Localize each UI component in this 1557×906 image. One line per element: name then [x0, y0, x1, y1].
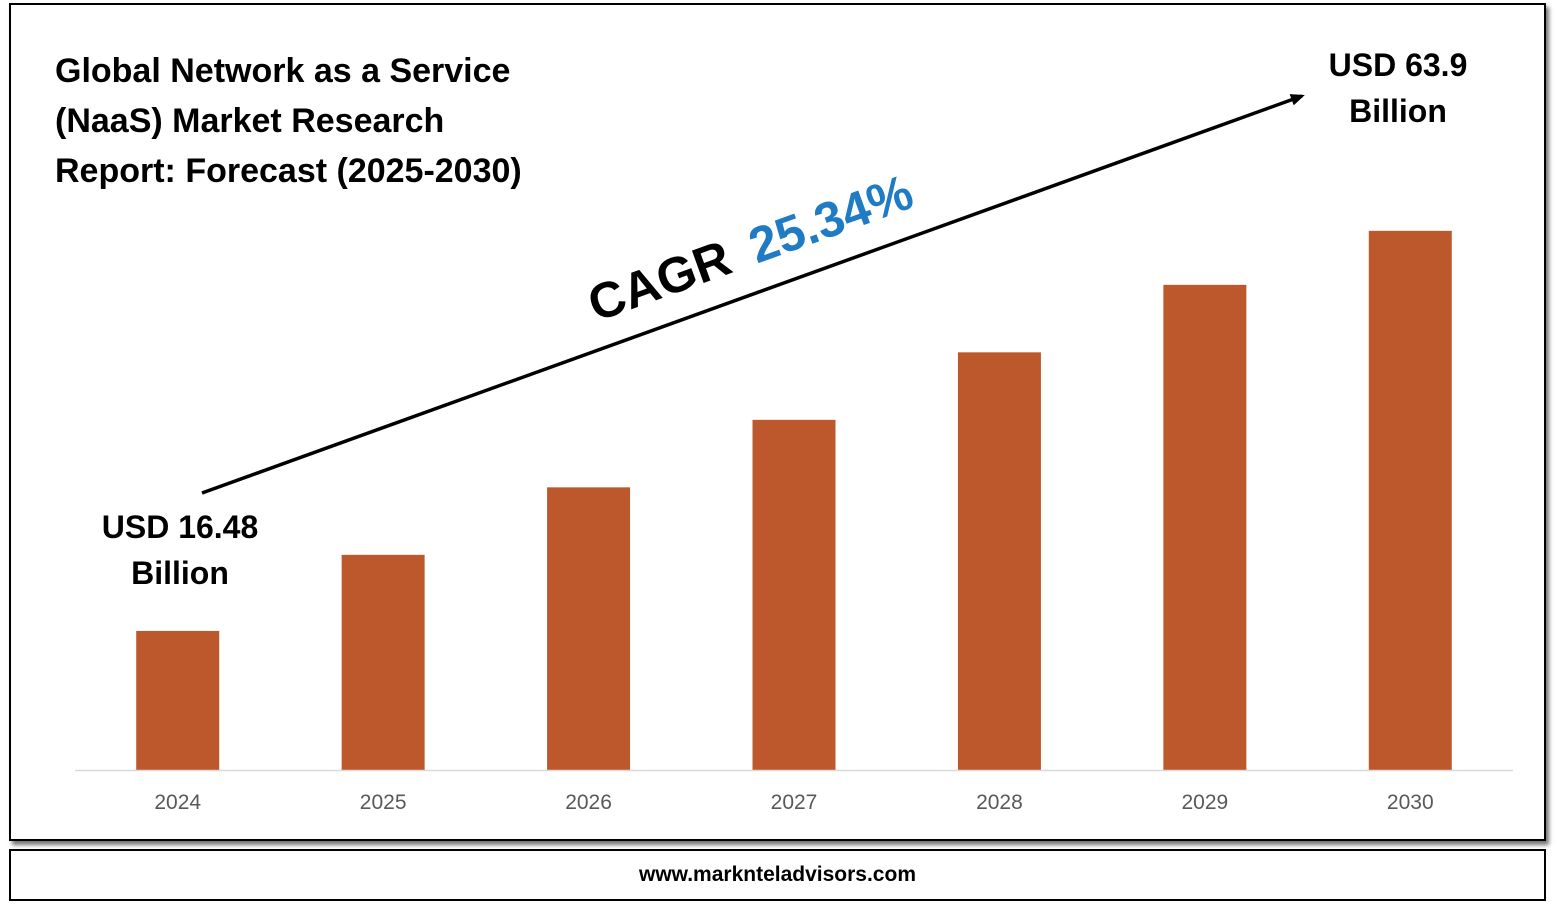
x-tick-label-2026: 2026 [565, 791, 612, 814]
x-tick-label-2027: 2027 [771, 791, 818, 814]
x-tick-label-2030: 2030 [1387, 791, 1434, 814]
end-value-line-1: USD 63.9 [1329, 47, 1468, 83]
x-tick-label-2025: 2025 [360, 791, 407, 814]
title-line-1: Global Network as a Service [55, 52, 511, 90]
x-tick-label-2028: 2028 [976, 791, 1023, 814]
bar-2024 [136, 630, 220, 770]
cagr-annotation: CAGR 25.34% [581, 164, 920, 333]
bar-2027 [752, 419, 836, 770]
bar-2030 [1368, 230, 1452, 770]
cagr-value: 25.34% [742, 164, 921, 274]
title-line-3: Report: Forecast (2025-2030) [55, 152, 522, 190]
start-value-line-1: USD 16.48 [102, 509, 259, 545]
cagr-label: CAGR [581, 230, 738, 333]
end-value-line-2: Billion [1349, 93, 1447, 129]
bar-2026 [547, 487, 631, 770]
bar-2029 [1163, 284, 1247, 770]
x-tick-label-2024: 2024 [154, 791, 201, 814]
bar-2028 [957, 352, 1041, 770]
footer-website-link[interactable]: www.marknteladvisors.com [639, 863, 916, 886]
growth-arrow [201, 94, 1305, 495]
bar-2025 [341, 554, 425, 770]
bars-group [136, 230, 1452, 770]
x-tick-label-2029: 2029 [1181, 791, 1228, 814]
title-line-2: (NaaS) Market Research [55, 102, 445, 140]
start-value-line-2: Billion [131, 555, 229, 591]
chart-title: Global Network as a Service (NaaS) Marke… [55, 46, 615, 196]
footer-bar: www.marknteladvisors.com [9, 849, 1546, 901]
x-tick-labels: 2024 2025 2026 2027 2028 2029 2030 [154, 791, 1433, 814]
